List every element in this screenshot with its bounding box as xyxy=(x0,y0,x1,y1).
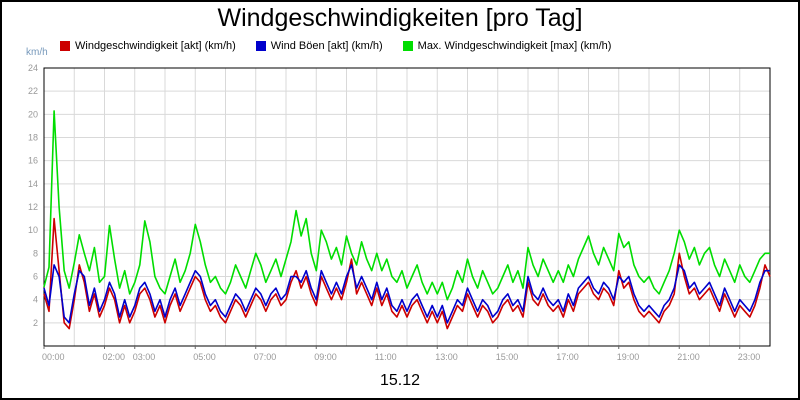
legend-label-maxwind: Max. Windgeschwindigkeit [max] (km/h) xyxy=(417,40,612,52)
svg-text:24: 24 xyxy=(28,63,38,73)
legend-item-maxwind: Max. Windgeschwindigkeit [max] (km/h) xyxy=(402,40,612,52)
svg-text:02:00: 02:00 xyxy=(103,352,126,362)
svg-text:19:00: 19:00 xyxy=(617,352,640,362)
svg-text:13:00: 13:00 xyxy=(435,352,458,362)
svg-text:23:00: 23:00 xyxy=(738,352,761,362)
svg-text:15:00: 15:00 xyxy=(496,352,519,362)
svg-text:11:00: 11:00 xyxy=(375,352,397,362)
svg-text:18: 18 xyxy=(28,133,38,143)
svg-text:8: 8 xyxy=(33,248,38,258)
svg-text:17:00: 17:00 xyxy=(556,352,579,362)
svg-text:03:00: 03:00 xyxy=(133,352,156,362)
svg-text:20: 20 xyxy=(28,109,38,119)
svg-text:21:00: 21:00 xyxy=(677,352,700,362)
svg-text:4: 4 xyxy=(33,295,38,305)
chart-legend: Windgeschwindigkeit [akt] (km/h) Wind Bö… xyxy=(60,40,611,52)
page-title: Windgeschwindigkeiten [pro Tag] xyxy=(217,4,583,32)
legend-label-gusts: Wind Böen [akt] (km/h) xyxy=(270,40,383,52)
svg-text:10: 10 xyxy=(28,225,38,235)
legend-item-windspeed: Windgeschwindigkeit [akt] (km/h) xyxy=(60,40,236,52)
legend-swatch-green xyxy=(402,41,413,51)
x-axis-date-label: 15.12 xyxy=(379,372,421,389)
svg-text:22: 22 xyxy=(28,86,38,96)
svg-text:14: 14 xyxy=(28,179,38,189)
legend-item-gusts: Wind Böen [akt] (km/h) xyxy=(255,40,383,52)
svg-text:05:00: 05:00 xyxy=(193,352,216,362)
svg-text:12: 12 xyxy=(28,202,38,212)
y-axis-unit-label: km/h xyxy=(26,47,48,58)
legend-swatch-blue xyxy=(255,41,266,51)
svg-text:6: 6 xyxy=(33,272,38,282)
svg-text:09:00: 09:00 xyxy=(314,352,337,362)
svg-text:07:00: 07:00 xyxy=(254,352,277,362)
svg-text:2: 2 xyxy=(33,318,38,328)
svg-text:00:00: 00:00 xyxy=(42,352,65,362)
svg-text:16: 16 xyxy=(28,156,38,166)
legend-swatch-red xyxy=(60,41,70,51)
legend-label-windspeed: Windgeschwindigkeit [akt] (km/h) xyxy=(75,40,236,52)
